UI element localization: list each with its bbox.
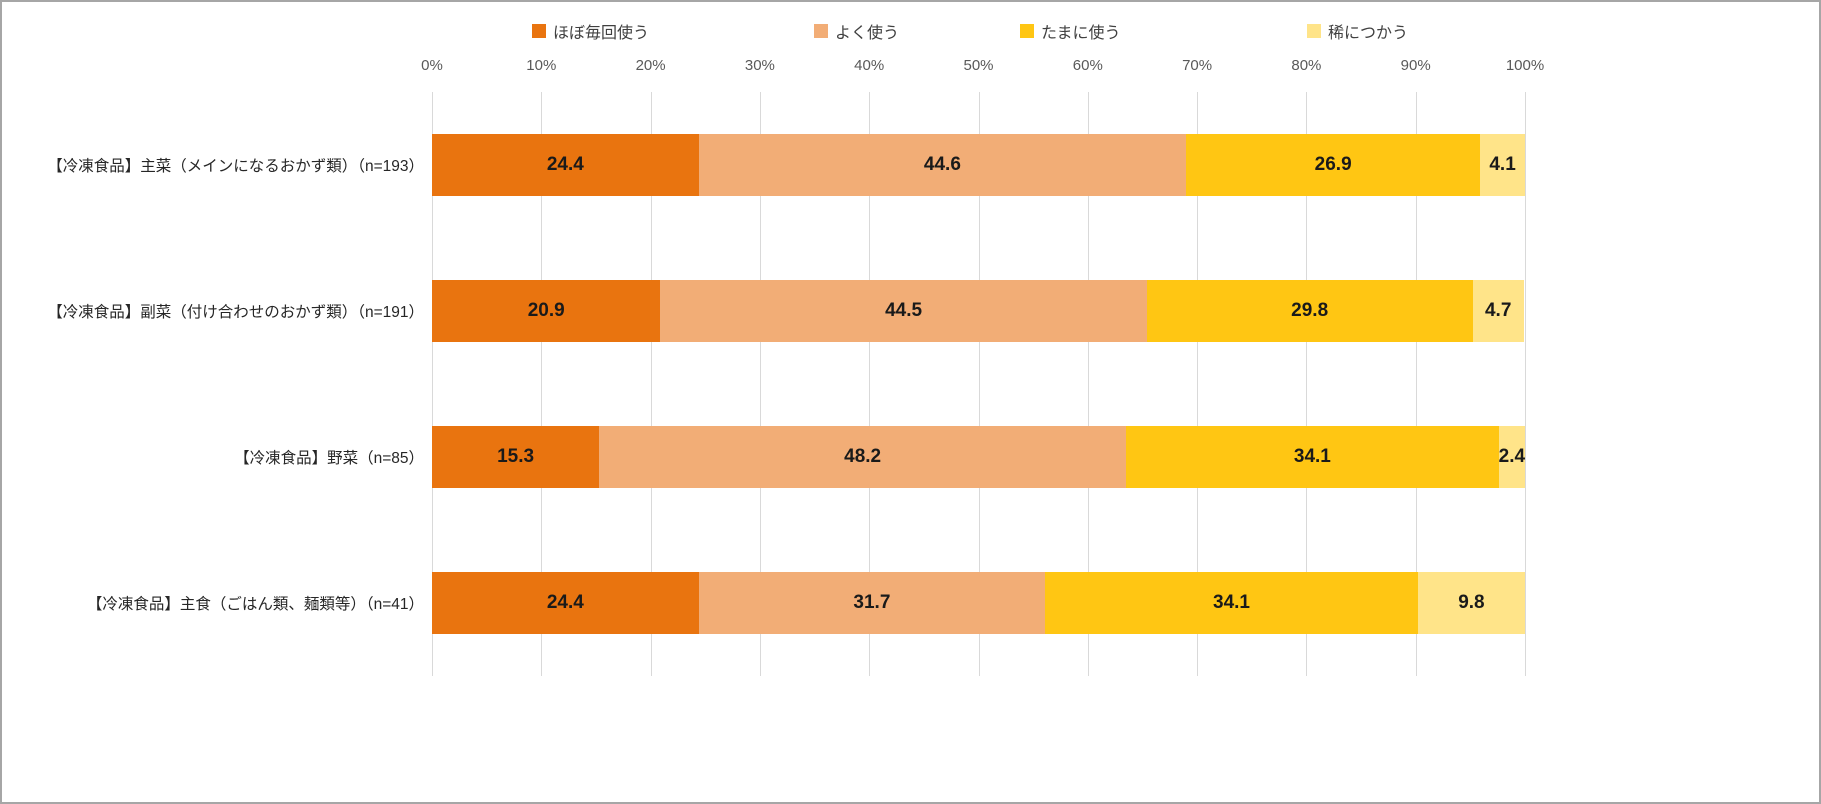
bar-segment: 24.4 (432, 134, 699, 196)
bar-value-label: 29.8 (1291, 300, 1329, 321)
x-axis-tick-label: 30% (744, 57, 775, 74)
legend-swatch (1020, 24, 1034, 38)
bar-segment: 44.5 (660, 280, 1147, 342)
gridline (1197, 92, 1199, 676)
bar-value-label: 26.9 (1314, 154, 1352, 175)
bar-value-label: 24.4 (546, 592, 584, 613)
category-label: 【冷凍食品】主菜（メインになるおかず類）（n=193） (47, 158, 424, 175)
x-axis-tick-label: 20% (635, 57, 666, 74)
bar-segment: 4.7 (1472, 280, 1524, 342)
x-axis-tick-label: 90% (1400, 57, 1431, 74)
bar-value-label: 4.1 (1489, 154, 1516, 175)
gridline (432, 92, 433, 676)
bar-segment: 9.8 (1417, 572, 1525, 634)
legend-label: たまに使う (1041, 25, 1121, 42)
gridline (650, 92, 652, 676)
x-axis-tick-label: 80% (1291, 57, 1322, 74)
bar-segment: 34.1 (1045, 572, 1418, 634)
bar-segment: 15.3 (432, 426, 600, 488)
legend: ほぼ毎回使う よく使う たまに使う 稀につかう (2, 2, 1819, 48)
legend-label: よく使う (835, 25, 900, 42)
x-axis: 0% 10% 20% 30% 40% 50% 60% 70% 80% 90% 100% (421, 57, 1544, 79)
x-axis-tick-label: 0% (421, 57, 443, 74)
x-axis-tick-label: 40% (854, 57, 885, 74)
gridline (1087, 92, 1089, 676)
bar-segment: 29.8 (1146, 280, 1473, 342)
legend-label: ほぼ毎回使う (553, 25, 650, 42)
legend-item: ほぼ毎回使う (532, 19, 649, 43)
bar-segment: 34.1 (1126, 426, 1499, 488)
legend-item: 稀につかう (1307, 19, 1408, 43)
bar-value-label: 24.4 (546, 154, 584, 175)
gridline (1306, 92, 1308, 676)
bar-value-label: 34.1 (1293, 446, 1331, 467)
x-axis-tick-label: 60% (1072, 57, 1103, 74)
bar-segment: 48.2 (599, 426, 1127, 488)
bar-row: 24.4 31.7 34.1 9.8 (432, 572, 1525, 634)
legend-item: よく使う (814, 19, 899, 43)
gridline (759, 92, 761, 676)
bar-row: 15.3 48.2 34.1 2.4 (432, 426, 1525, 488)
category-label: 【冷凍食品】主食（ごはん類、麺類等）（n=41） (86, 596, 424, 613)
category-label: 【冷凍食品】野菜（n=85） (234, 450, 424, 467)
bar-segment: 44.6 (698, 134, 1187, 196)
bar-value-label: 44.5 (885, 300, 923, 321)
category-label: 【冷凍食品】副菜（付け合わせのおかず類）（n=191） (47, 304, 424, 321)
bar-value-label: 34.1 (1213, 592, 1250, 613)
plot-area: 24.4 44.6 26.9 4.1 20.9 44.5 29.8 4.7 15.3 48.2 34… (432, 92, 1526, 676)
bar-segment: 26.9 (1186, 134, 1481, 196)
bar-value-label: 31.7 (853, 592, 891, 613)
gridline (541, 92, 543, 676)
bar-value-label: 4.7 (1484, 300, 1512, 321)
bar-segment: 31.7 (698, 572, 1046, 634)
legend-item: たまに使う (1020, 19, 1121, 43)
bar-value-label: 9.8 (1458, 592, 1485, 613)
legend-swatch (814, 24, 828, 38)
bar-segment: 20.9 (432, 280, 661, 342)
gridline (1415, 92, 1417, 676)
bar-row: 20.9 44.5 29.8 4.7 (432, 280, 1525, 342)
bar-value-label: 20.9 (527, 300, 565, 321)
gridline (869, 92, 871, 676)
bar-value-label: 15.3 (497, 446, 535, 467)
x-axis-tick-label: 50% (963, 57, 994, 74)
x-axis-tick-label: 100% (1505, 57, 1545, 74)
bar-segment: 2.4 (1499, 426, 1525, 488)
legend-swatch (1307, 24, 1321, 38)
gridline (978, 92, 980, 676)
x-axis-tick-label: 10% (526, 57, 557, 74)
bar-row: 24.4 44.6 26.9 4.1 (432, 134, 1525, 196)
bar-value-label: 2.4 (1498, 446, 1526, 467)
bar-value-label: 44.6 (923, 154, 961, 175)
bar-segment: 24.4 (432, 572, 699, 634)
bar-value-label: 48.2 (844, 446, 882, 467)
legend-swatch (532, 24, 546, 38)
gridline (1525, 92, 1526, 676)
bar-segment: 4.1 (1480, 134, 1525, 196)
legend-label: 稀につかう (1328, 25, 1409, 42)
x-axis-tick-label: 70% (1182, 57, 1213, 74)
